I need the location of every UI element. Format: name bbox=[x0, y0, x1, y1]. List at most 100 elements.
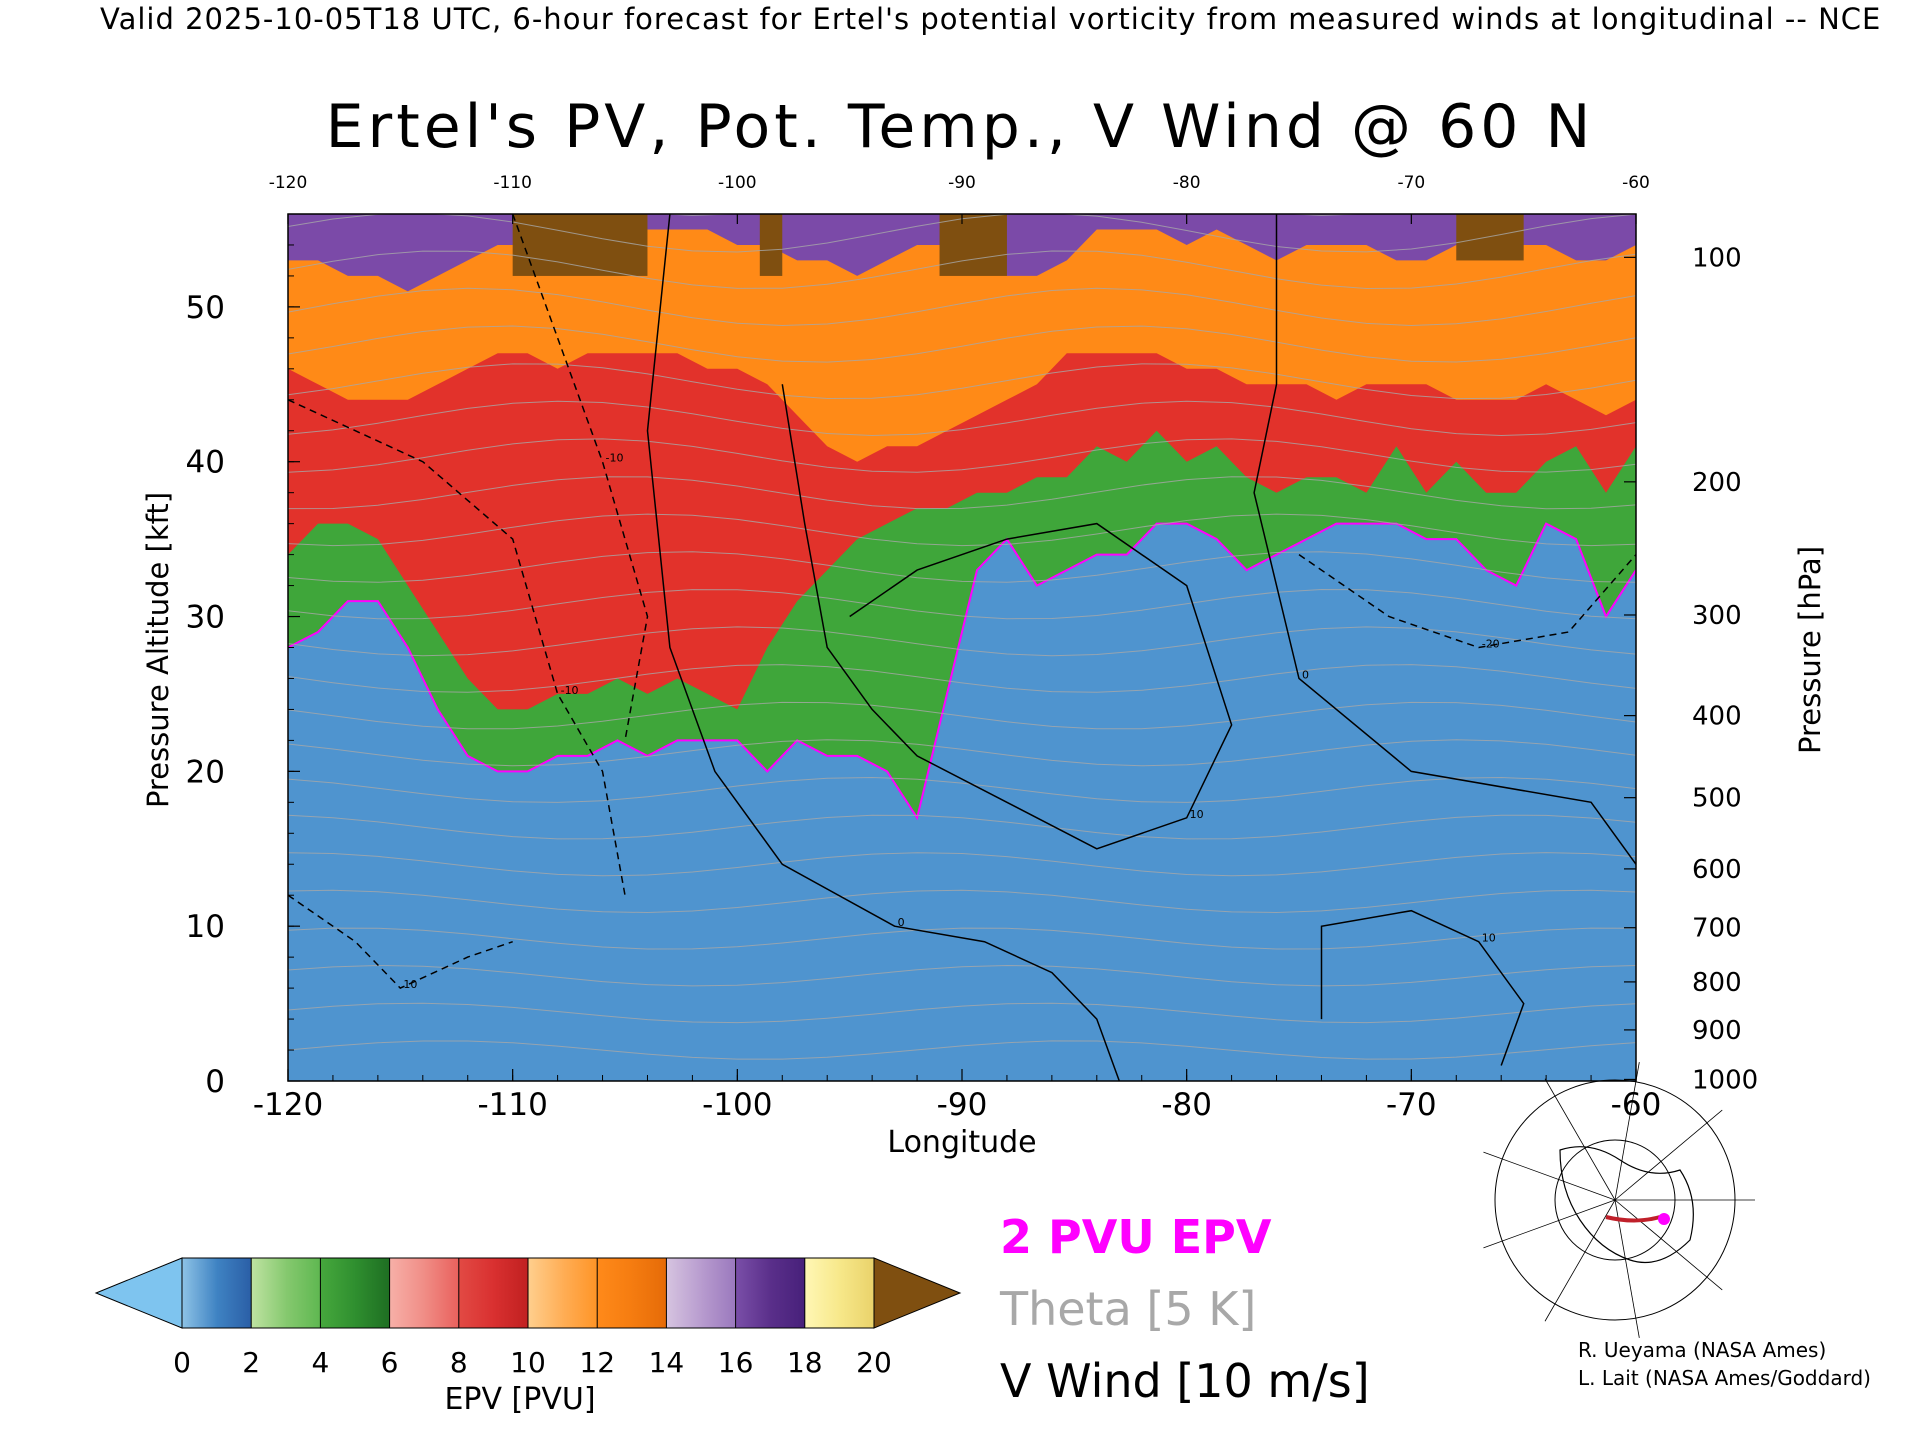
theta-contour-2 bbox=[288, 964, 1636, 987]
colorbar-under-arrow bbox=[94, 1257, 183, 1329]
colorbar-segment-10 bbox=[528, 1258, 564, 1328]
right-y-tick-label-5: 500 bbox=[1692, 784, 1742, 814]
colorbar-segment-15 bbox=[701, 1258, 737, 1328]
vwind-contour-2 bbox=[1253, 214, 1636, 865]
right-y-tick-label-8: 200 bbox=[1692, 468, 1742, 498]
x-tick-label-1: -110 bbox=[477, 1087, 547, 1123]
theta-contour-15 bbox=[288, 476, 1636, 510]
top-x-tick-label-1: -110 bbox=[493, 173, 532, 193]
map-meridian bbox=[1544, 1199, 1616, 1322]
vwind-contour-label-6: -20 bbox=[1482, 638, 1500, 651]
colorbar-segment-9 bbox=[493, 1258, 529, 1328]
top-x-tick-label-4: -80 bbox=[1173, 173, 1201, 193]
vwind-contour-5 bbox=[511, 214, 649, 741]
vwind-contour-6 bbox=[1298, 553, 1636, 649]
right-y-axis-title: Pressure [hPa] bbox=[1793, 546, 1827, 754]
right-y-tick-label-3: 700 bbox=[1692, 914, 1742, 944]
theta-contour-3 bbox=[288, 927, 1636, 950]
colorbar-tick-label-3: 6 bbox=[381, 1346, 399, 1379]
map-cross-section-line bbox=[1605, 1215, 1661, 1223]
colorbar-segment-14 bbox=[666, 1258, 702, 1328]
vwind-contour-label-2: 0 bbox=[1302, 668, 1309, 681]
colorbar-tick-label-7: 14 bbox=[649, 1346, 685, 1379]
epv-layer-0-2-pvu bbox=[288, 523, 1636, 1081]
theta-contour-12 bbox=[288, 588, 1636, 620]
colorbar-segment-18 bbox=[804, 1258, 840, 1328]
map-coastline bbox=[1559, 1146, 1694, 1264]
colorbar-tick-label-0: 0 bbox=[173, 1346, 191, 1379]
colorbar-tick-label-8: 16 bbox=[718, 1346, 754, 1379]
right-y-tick-label-0: 1000 bbox=[1692, 1065, 1758, 1095]
colorbar-tick-label-1: 2 bbox=[242, 1346, 260, 1379]
map-meridian bbox=[1614, 1199, 1723, 1291]
colorbar-segment-3 bbox=[285, 1258, 321, 1328]
colorbar-segment-17 bbox=[770, 1258, 806, 1328]
top-x-tick-label-5: -70 bbox=[1397, 173, 1425, 193]
x-tick-label-6: -60 bbox=[1611, 1087, 1662, 1123]
theta-contour-21 bbox=[288, 250, 1636, 290]
colorbar-segment-7 bbox=[424, 1258, 460, 1328]
colorbar-tick-label-9: 18 bbox=[787, 1346, 823, 1379]
left-y-tick-label-0: 0 bbox=[205, 1064, 225, 1100]
colorbar-tick-label-6: 12 bbox=[579, 1346, 615, 1379]
colorbar: 0 2 4 6 8 10 12 14 16 18 20 bbox=[94, 1257, 962, 1379]
colorbar-tick-label-2: 4 bbox=[311, 1346, 329, 1379]
legend-v-wind: V Wind [10 m/s] bbox=[1000, 1354, 1370, 1408]
colorbar-segment-13 bbox=[631, 1258, 667, 1328]
colorbar-title: EPV [PVU] bbox=[444, 1382, 596, 1417]
theta-contour-11 bbox=[288, 626, 1636, 657]
x-tick-label-4: -80 bbox=[1161, 1087, 1212, 1123]
colorbar-segment-8 bbox=[458, 1258, 494, 1328]
theta-contour-16 bbox=[288, 438, 1636, 473]
left-y-tick-label-1: 10 bbox=[186, 909, 225, 945]
vwind-contour-7 bbox=[288, 894, 513, 990]
vwind-contour-label-3: 10 bbox=[1482, 932, 1496, 945]
x-tick-label-3: -90 bbox=[937, 1087, 988, 1123]
top-x-tick-label-0: -120 bbox=[269, 173, 308, 193]
theta-contour-10 bbox=[288, 664, 1636, 693]
colorbar-segment-0 bbox=[182, 1258, 218, 1328]
map-meridian bbox=[1614, 1062, 1640, 1201]
valid-time-header: Valid 2025-10-05T18 UTC, 6-hour forecast… bbox=[100, 2, 1882, 36]
chart-title: Ertel's PV, Pot. Temp., V Wind @ 60 N bbox=[325, 92, 1595, 162]
vwind-contour-label-7: 10 bbox=[403, 978, 417, 991]
top-x-tick-label-3: -90 bbox=[948, 173, 976, 193]
colorbar-segment-16 bbox=[735, 1258, 771, 1328]
right-y-tick-label-1: 900 bbox=[1692, 1016, 1742, 1046]
theta-contour-18 bbox=[288, 363, 1636, 400]
credit-line-1: R. Ueyama (NASA Ames) bbox=[1578, 1338, 1827, 1362]
right-y-tick-label-6: 400 bbox=[1692, 702, 1742, 732]
theta-contour-19 bbox=[288, 325, 1636, 363]
theta-contour-7 bbox=[288, 776, 1636, 803]
colorbar-tick-label-5: 10 bbox=[510, 1346, 546, 1379]
colorbar-segment-6 bbox=[389, 1258, 425, 1328]
vwind-contour-1 bbox=[781, 384, 1233, 850]
colorbar-segment-1 bbox=[216, 1258, 252, 1328]
location-map-inset bbox=[1483, 1062, 1755, 1338]
theta-contour-13 bbox=[288, 551, 1636, 583]
legend-theta: Theta [5 K] bbox=[1000, 1282, 1257, 1336]
map-meridian bbox=[1483, 1151, 1616, 1201]
right-y-tick-label-4: 600 bbox=[1692, 855, 1742, 885]
credit-line-2: L. Lait (NASA Ames/Goddard) bbox=[1578, 1366, 1871, 1390]
theta-contour-1 bbox=[288, 1002, 1636, 1024]
x-tick-label-2: -100 bbox=[702, 1087, 772, 1123]
vwind-contour-4 bbox=[288, 399, 626, 896]
vwind-contour-label-4: -10 bbox=[561, 684, 579, 697]
theta-contour-14 bbox=[288, 513, 1636, 547]
left-y-tick-label-5: 50 bbox=[186, 290, 225, 326]
right-y-tick-label-9: 100 bbox=[1692, 243, 1742, 273]
theta-contour-20 bbox=[288, 287, 1636, 327]
epv-brown-patch-3 bbox=[1456, 214, 1524, 261]
pv2-contour-line bbox=[288, 522, 1636, 821]
theta-contour-5 bbox=[288, 852, 1636, 877]
theta-contour-4 bbox=[288, 889, 1636, 914]
x-axis-title: Longitude bbox=[887, 1125, 1036, 1160]
theta-contour-17 bbox=[288, 400, 1636, 437]
top-x-tick-label-6: -60 bbox=[1622, 173, 1650, 193]
vwind-contour-3 bbox=[1320, 909, 1525, 1066]
colorbar-tick-label-4: 8 bbox=[450, 1346, 468, 1379]
colorbar-segment-5 bbox=[355, 1258, 391, 1328]
map-meridian bbox=[1544, 1078, 1616, 1201]
